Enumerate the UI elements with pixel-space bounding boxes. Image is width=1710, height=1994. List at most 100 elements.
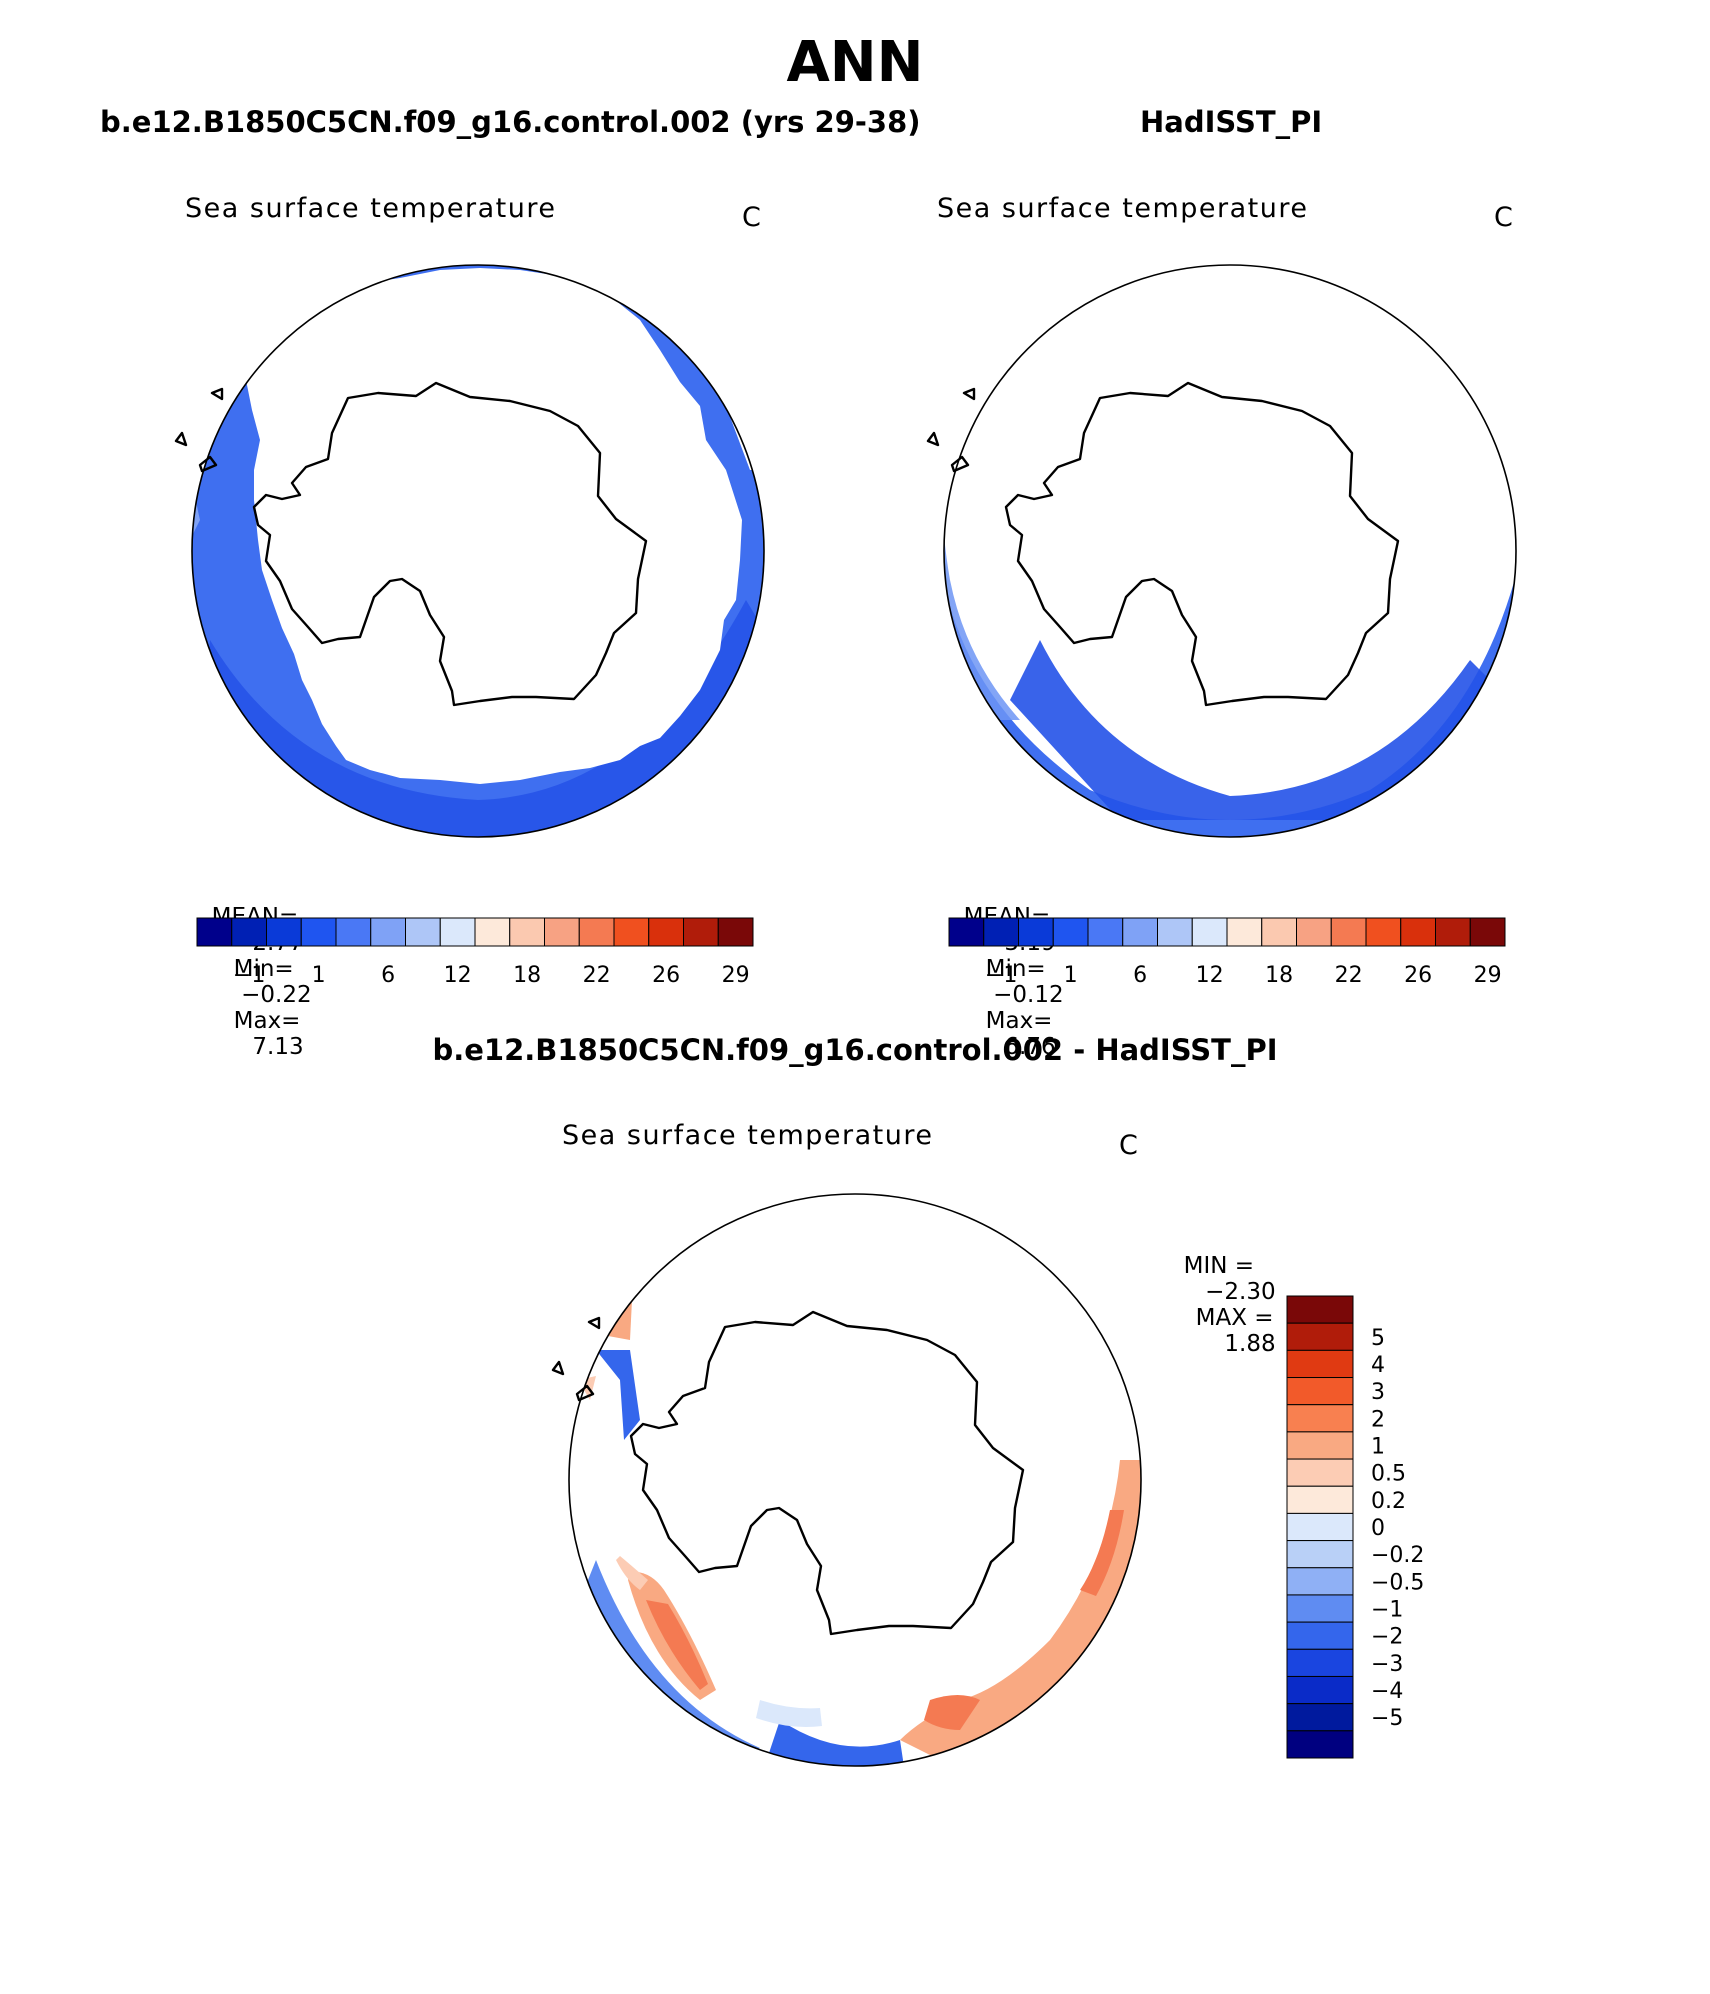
diff-colorbar-label: 4 bbox=[1371, 1353, 1385, 1378]
left-colorbar: −1 1 6 12 18 22 26 29 bbox=[196, 917, 754, 988]
left-case-title: b.e12.B1850C5CN.f09_g16.control.002 (yrs… bbox=[100, 105, 921, 139]
diff-map bbox=[551, 1193, 1142, 1767]
right-colorbar-label: 22 bbox=[1335, 963, 1363, 988]
diff-colorbar-box bbox=[1286, 1675, 1354, 1705]
right-max-label: Max= bbox=[985, 1008, 1053, 1034]
diff-colorbar-box bbox=[1286, 1485, 1354, 1514]
diff-colorbar-box bbox=[1286, 1648, 1354, 1677]
left-colorbar-box bbox=[544, 917, 580, 947]
left-colorbar-box bbox=[405, 917, 441, 947]
diff-min-value: −2.30 bbox=[1205, 1279, 1276, 1305]
left-colorbar-label: 6 bbox=[381, 963, 395, 988]
left-min-label: Min= bbox=[233, 956, 294, 982]
left-colorbar-box bbox=[196, 917, 233, 947]
left-colorbar-box bbox=[335, 917, 372, 947]
right-colorbar-label: 29 bbox=[1474, 963, 1502, 988]
left-map bbox=[174, 264, 765, 838]
diff-colorbar-box bbox=[1286, 1730, 1354, 1759]
diff-colorbar-label: −5 bbox=[1371, 1706, 1403, 1731]
left-max-value: 7.13 bbox=[252, 1034, 304, 1060]
left-colorbar-box bbox=[509, 917, 545, 947]
left-colorbar-box bbox=[717, 917, 754, 947]
diff-colorbar-box bbox=[1286, 1431, 1354, 1460]
diff-units: C bbox=[1119, 1130, 1138, 1161]
left-colorbar-box bbox=[439, 917, 476, 947]
diff-max-label: MAX = bbox=[1195, 1305, 1274, 1331]
figure-title: ANN bbox=[786, 30, 924, 95]
left-max-label: Max= bbox=[233, 1008, 301, 1034]
diff-colorbar-label: 0 bbox=[1371, 1516, 1385, 1541]
diff-colorbar-box bbox=[1286, 1458, 1354, 1487]
right-colorbar-box bbox=[1261, 917, 1297, 947]
diff-colorbar-box bbox=[1286, 1377, 1354, 1406]
right-colorbar-box bbox=[1087, 917, 1124, 947]
right-map bbox=[926, 264, 1517, 838]
right-min-value: −0.12 bbox=[993, 982, 1064, 1008]
diff-colorbar-box bbox=[1286, 1512, 1354, 1542]
diff-colorbar-box bbox=[1286, 1349, 1354, 1379]
left-colorbar-box bbox=[683, 917, 719, 947]
left-colorbar-label: 12 bbox=[444, 963, 472, 988]
diff-colorbar-label: 1 bbox=[1371, 1434, 1385, 1459]
left-colorbar-box bbox=[300, 917, 337, 947]
right-max-value: 6.76 bbox=[1004, 1034, 1056, 1060]
diff-colorbar-label: 2 bbox=[1371, 1407, 1385, 1432]
diff-variable-title: Sea surface temperature bbox=[562, 1120, 934, 1151]
diff-colorbar-box bbox=[1286, 1322, 1354, 1351]
diff-max-value: 1.88 bbox=[1224, 1331, 1276, 1357]
right-colorbar-box bbox=[1052, 917, 1089, 947]
left-variable-title: Sea surface temperature bbox=[185, 193, 557, 224]
right-colorbar-label: 12 bbox=[1196, 963, 1224, 988]
right-colorbar-box bbox=[1018, 917, 1054, 947]
right-colorbar-box bbox=[983, 917, 1019, 947]
right-colorbar-label: 6 bbox=[1133, 963, 1147, 988]
left-min-value: −0.22 bbox=[241, 982, 312, 1008]
left-colorbar-box bbox=[231, 917, 267, 947]
right-case-title: HadISST_PI bbox=[1140, 105, 1323, 139]
left-units: C bbox=[742, 202, 761, 233]
diff-colorbar-label: −0.2 bbox=[1371, 1543, 1424, 1568]
right-colorbar-box bbox=[1330, 917, 1367, 947]
left-colorbar-label: 18 bbox=[513, 963, 541, 988]
diff-colorbar-box bbox=[1286, 1621, 1354, 1650]
right-colorbar-box bbox=[1191, 917, 1228, 947]
diff-colorbar-box bbox=[1286, 1540, 1354, 1569]
diff-colorbar-label: 0.2 bbox=[1371, 1489, 1406, 1514]
diff-colorbar-label: −3 bbox=[1371, 1652, 1403, 1677]
diff-colorbar-label: 3 bbox=[1371, 1380, 1385, 1405]
diff-colorbar-box bbox=[1286, 1567, 1354, 1596]
diff-colorbar-label: −4 bbox=[1371, 1679, 1403, 1704]
diff-stats: MIN = −2.30 MAX = 1.88 bbox=[1169, 1227, 1276, 1357]
diff-min-label: MIN = bbox=[1183, 1253, 1255, 1279]
right-variable-title: Sea surface temperature bbox=[937, 193, 1309, 224]
left-colorbar-box bbox=[613, 917, 650, 947]
diff-colorbar-label: −2 bbox=[1371, 1625, 1403, 1650]
diff-colorbar-label: −0.5 bbox=[1371, 1570, 1424, 1595]
right-colorbar: −1 1 6 12 18 22 26 29 bbox=[948, 917, 1506, 988]
diff-colorbar-box bbox=[1286, 1703, 1354, 1732]
diff-case-title: b.e12.B1850C5CN.f09_g16.control.002 - Ha… bbox=[432, 1033, 1278, 1067]
right-colorbar-box bbox=[1157, 917, 1193, 947]
left-colorbar-label: 1 bbox=[312, 963, 326, 988]
left-colorbar-label: 26 bbox=[652, 963, 680, 988]
right-colorbar-label: −1 bbox=[985, 963, 1017, 988]
left-colorbar-label: 29 bbox=[722, 963, 750, 988]
diff-colorbar-label: 0.5 bbox=[1371, 1462, 1406, 1487]
left-sst-field bbox=[192, 265, 764, 837]
right-colorbar-label: 1 bbox=[1064, 963, 1078, 988]
right-units: C bbox=[1494, 202, 1513, 233]
diff-colorbar-box bbox=[1286, 1295, 1354, 1324]
right-colorbar-box bbox=[948, 917, 985, 947]
left-colorbar-box bbox=[474, 917, 511, 947]
left-colorbar-label: 22 bbox=[583, 963, 611, 988]
left-colorbar-box bbox=[370, 917, 406, 947]
diff-colorbar-label: 5 bbox=[1371, 1326, 1385, 1351]
right-min-label: Min= bbox=[985, 956, 1046, 982]
diff-colorbar-box bbox=[1286, 1594, 1354, 1623]
right-colorbar-box bbox=[1122, 917, 1158, 947]
right-colorbar-box bbox=[1226, 917, 1263, 947]
right-colorbar-box bbox=[1400, 917, 1436, 947]
left-colorbar-box bbox=[266, 917, 302, 947]
